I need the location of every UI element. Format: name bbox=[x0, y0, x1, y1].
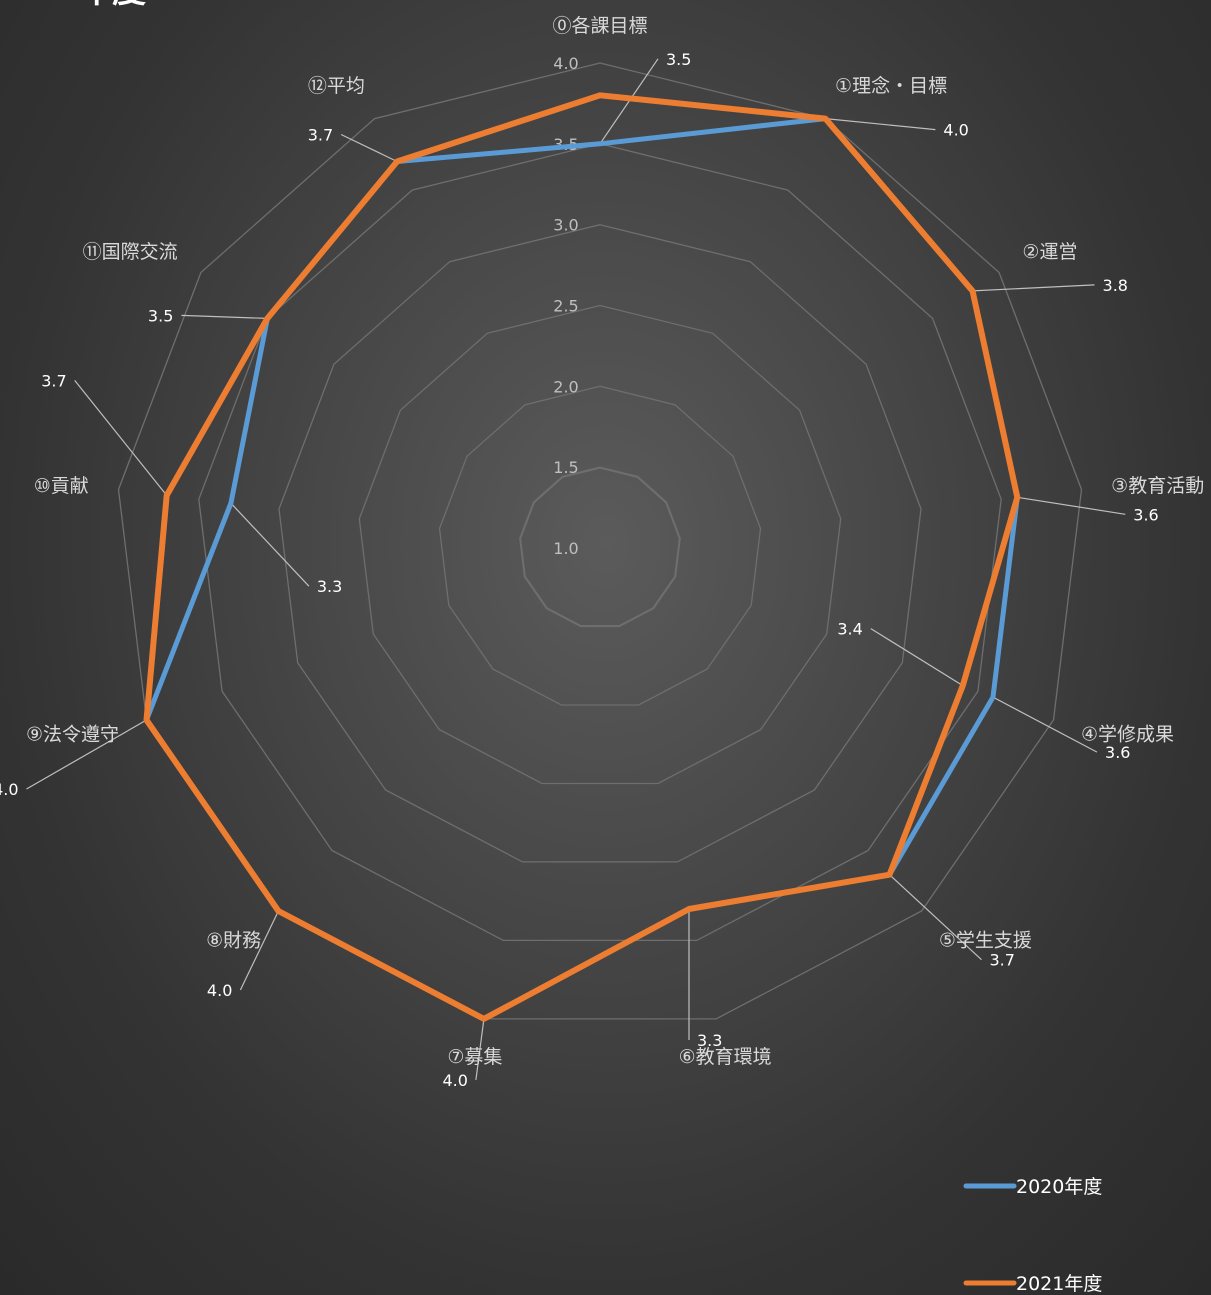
data-label: 4.0 bbox=[943, 121, 968, 140]
tick-label: 2.0 bbox=[553, 377, 578, 396]
category-labels: ⓪各課目標 ①理念・目標 ②運営 ③教育活動 ④学修成果 ⑤学生支援 ⑥教育環境 ⑦募集 ⑧財務… bbox=[26, 15, 1204, 1068]
data-label-leader bbox=[992, 696, 1098, 753]
data-label-leader bbox=[1017, 496, 1126, 515]
data-label-leader bbox=[475, 1018, 485, 1080]
data-label-leader bbox=[74, 380, 168, 496]
data-label: 4.0 bbox=[442, 1071, 467, 1090]
data-label-leaders bbox=[26, 58, 1126, 1080]
category-label: ③教育活動 bbox=[1111, 475, 1204, 497]
data-label-leader bbox=[26, 719, 147, 790]
data-label: 3.8 bbox=[1103, 276, 1128, 295]
data-label-leader bbox=[870, 628, 964, 687]
data-label-leader bbox=[825, 118, 936, 131]
legend: 2020年度 2021年度 bbox=[963, 1176, 1102, 1295]
tick-label: 1.5 bbox=[553, 458, 578, 477]
grid-ring-3.5 bbox=[198, 143, 1002, 942]
legend-label: 2021年度 bbox=[1016, 1273, 1102, 1295]
data-label: 3.4 bbox=[837, 620, 862, 639]
series-line-a bbox=[144, 116, 1020, 1022]
category-label: ⓪各課目標 bbox=[552, 15, 647, 37]
data-label: 3.7 bbox=[308, 125, 333, 144]
series-line-b bbox=[143, 92, 1021, 1022]
tick-label: 2.5 bbox=[553, 297, 578, 316]
radial-axis-ticks: 1.01.52.02.53.03.54.0 bbox=[553, 54, 578, 558]
radar-grid bbox=[117, 62, 1083, 1020]
data-label: 3.5 bbox=[666, 50, 691, 69]
tick-label: 3.0 bbox=[553, 216, 578, 235]
grid-ring-inner bbox=[519, 467, 681, 627]
category-label: ⑩貢献 bbox=[34, 475, 89, 497]
data-label: 3.6 bbox=[1105, 743, 1130, 762]
data-label-leader bbox=[239, 910, 279, 991]
category-label: ⑥教育環境 bbox=[679, 1046, 772, 1068]
data-label-leader bbox=[972, 284, 1095, 292]
category-label: ①理念・目標 bbox=[835, 74, 947, 97]
chart-title-fragment: 年度 bbox=[78, 0, 146, 11]
grid-ring-3.0 bbox=[278, 224, 922, 863]
grid-ring-2.5 bbox=[358, 304, 842, 785]
category-label: ⑨法令遵守 bbox=[26, 723, 119, 745]
data-label: 4.0 bbox=[0, 780, 19, 799]
category-label: ④学修成果 bbox=[1081, 723, 1174, 745]
data-label: 4.0 bbox=[207, 981, 232, 1000]
data-label: 3.3 bbox=[697, 1031, 722, 1050]
category-label: ⑧財務 bbox=[206, 929, 261, 951]
data-label: 3.7 bbox=[41, 371, 66, 390]
category-label: ⑫平均 bbox=[308, 75, 365, 97]
data-labels: 3.5 4.0 3.8 3.6 3.6 3.7 3.3 4.0 4.0 4.0 3.3 3.5 3.7 3… bbox=[0, 50, 1159, 1090]
grid-ring-4.0 bbox=[117, 62, 1083, 1020]
tick-label: 1.0 bbox=[553, 539, 578, 558]
category-label: ②運営 bbox=[1022, 241, 1077, 263]
data-label: 3.3 bbox=[317, 577, 342, 596]
data-label-leader bbox=[230, 502, 310, 587]
data-label: 3.6 bbox=[1133, 505, 1158, 524]
data-label-leader bbox=[340, 133, 398, 163]
data-label-leader bbox=[889, 874, 982, 961]
series-lines bbox=[143, 92, 1021, 1022]
data-label: 3.7 bbox=[989, 951, 1014, 970]
category-label: ⑪国際交流 bbox=[83, 241, 178, 263]
grid-ring-2.0 bbox=[438, 385, 762, 706]
data-label-leader bbox=[181, 314, 268, 319]
tick-label: 4.0 bbox=[553, 54, 578, 73]
data-label: 3.5 bbox=[148, 306, 173, 325]
category-label: ⑤学生支援 bbox=[939, 929, 1032, 951]
grid-ring-1.5 bbox=[519, 466, 681, 628]
category-label: ⑦募集 bbox=[447, 1046, 502, 1068]
legend-label: 2020年度 bbox=[1016, 1176, 1102, 1198]
